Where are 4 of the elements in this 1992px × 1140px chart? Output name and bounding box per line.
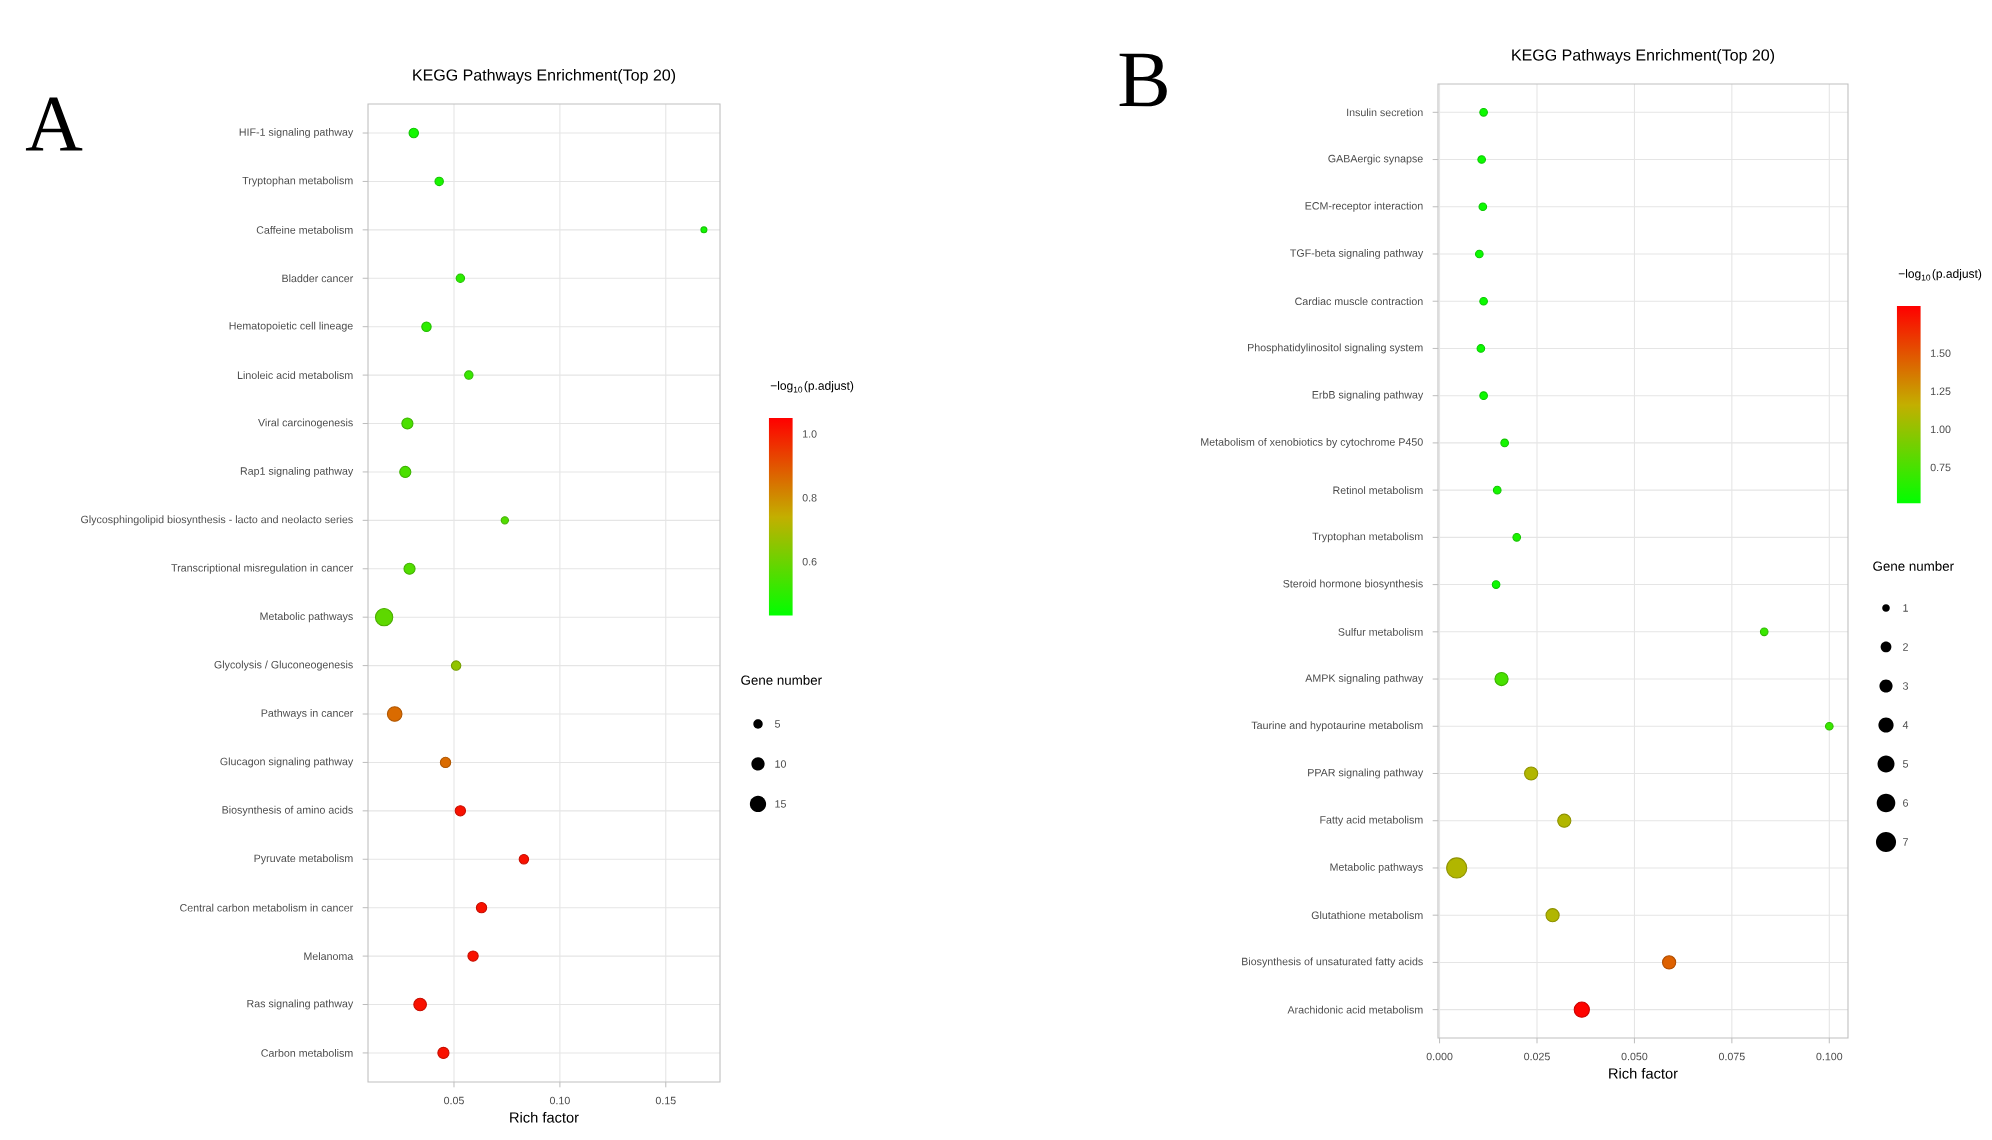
- text: B: [1119, 53, 1167, 107]
- text: A: [25, 97, 83, 151]
- chart-title: KEGG Pathways Enrichment(Top 20): [413, 68, 676, 84]
- chart-title: KEGG Pathways Enrichment(Top 20): [1512, 48, 1775, 64]
